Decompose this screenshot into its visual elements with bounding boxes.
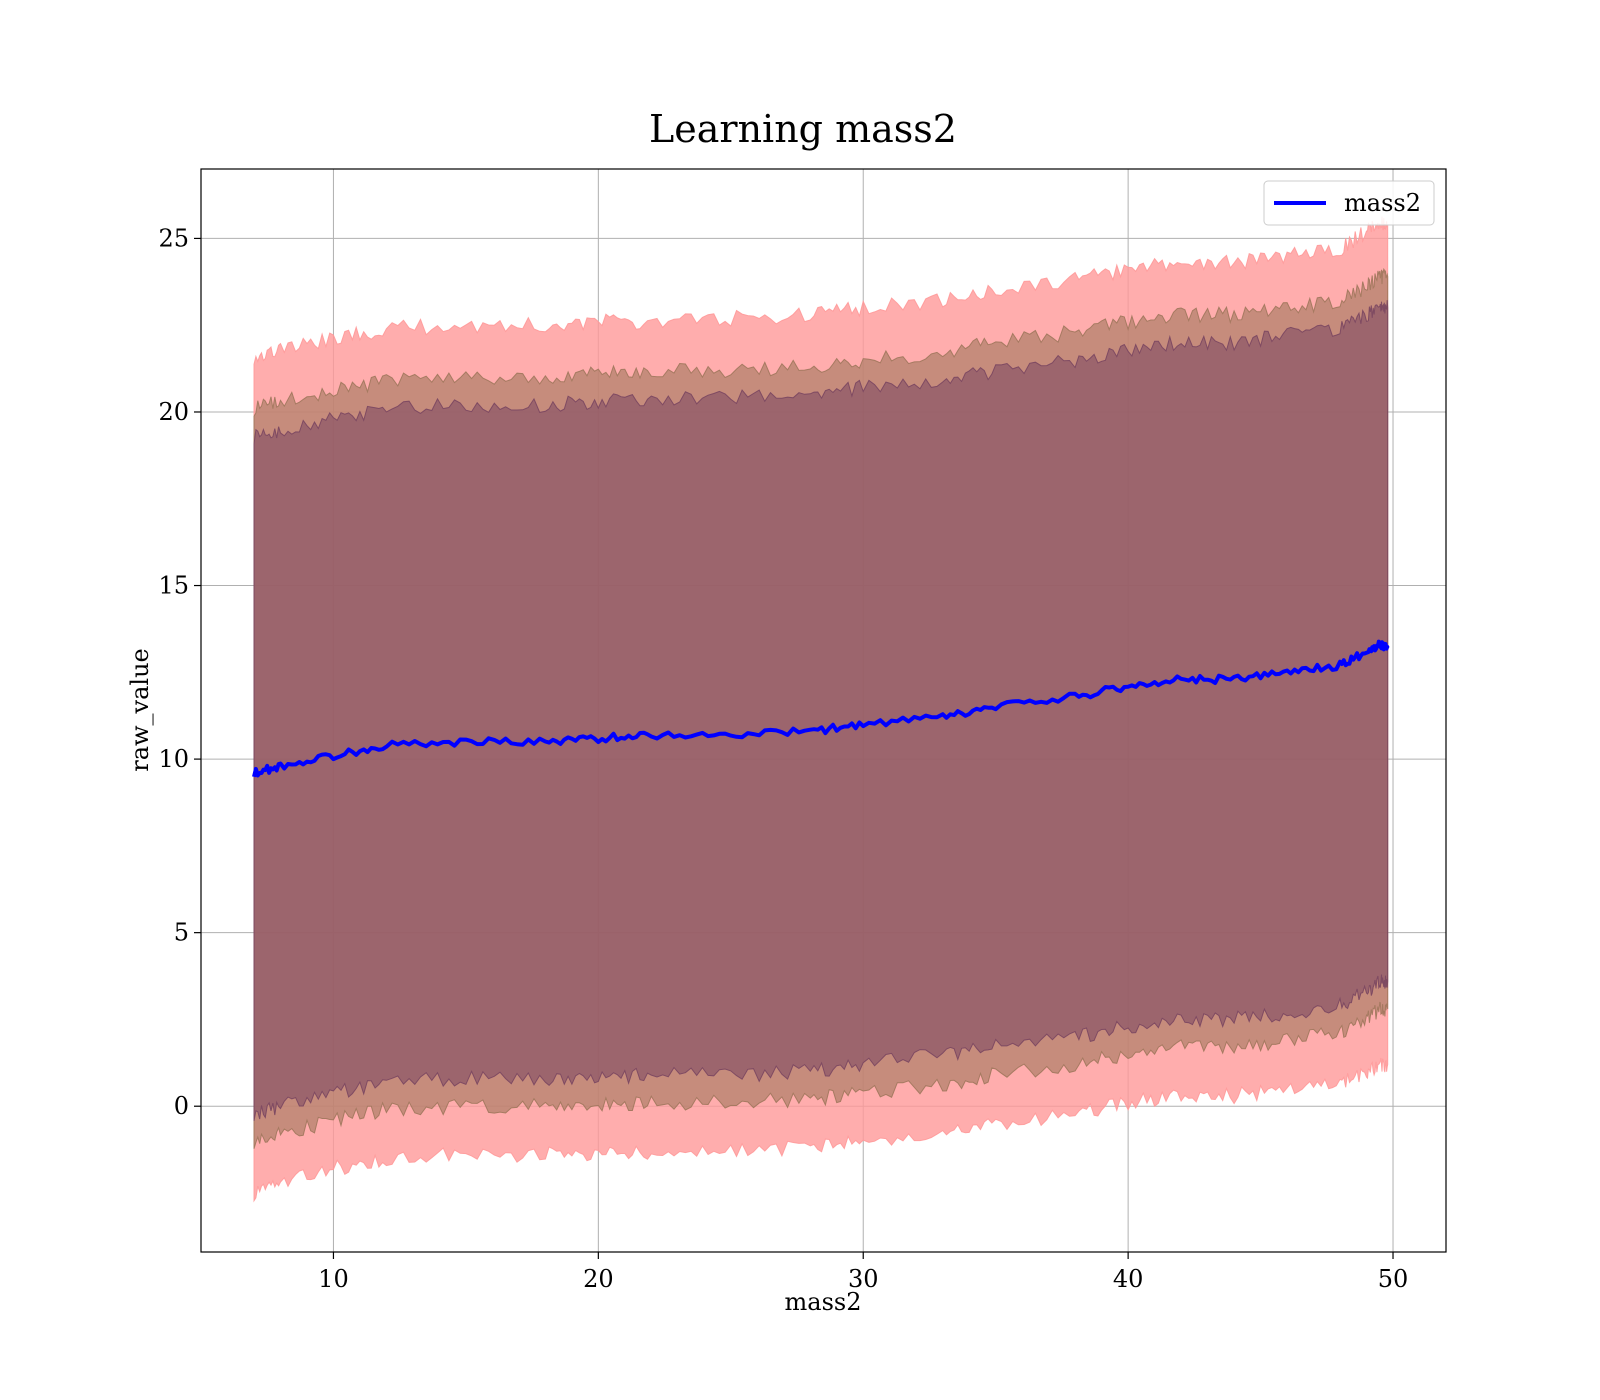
series-line-mass2 xyxy=(252,639,1390,778)
plot-area-frame xyxy=(200,168,1447,1253)
y-tick-label: 0 xyxy=(174,1092,189,1120)
confidence-bands xyxy=(253,216,1389,1203)
y-tick-label: 25 xyxy=(158,224,189,252)
x-tick-label: 30 xyxy=(848,1265,879,1293)
x-tick-label: 50 xyxy=(1378,1265,1409,1293)
y-tick-label: 10 xyxy=(158,745,189,773)
y-tick-label: 5 xyxy=(174,919,189,947)
x-tick-label: 10 xyxy=(318,1265,349,1293)
x-tick-label: 20 xyxy=(583,1265,614,1293)
legend-label-mass2: mass2 xyxy=(1344,189,1421,217)
band-2 xyxy=(253,300,1389,1121)
chart-title: Learning mass2 xyxy=(649,107,957,151)
x-axis-label: mass2 xyxy=(785,1288,862,1316)
y-axis-label: raw_value xyxy=(126,648,154,772)
series-lines xyxy=(252,639,1390,778)
y-tick-label: 15 xyxy=(158,572,189,600)
y-tick-label: 20 xyxy=(158,398,189,426)
x-tick-label: 40 xyxy=(1113,1265,1144,1293)
axis-ticks: 10 20 30 40 50 0 5 10 15 20 25 xyxy=(158,224,1408,1293)
legend-box xyxy=(1263,180,1435,226)
legend: mass2 xyxy=(1263,180,1435,226)
